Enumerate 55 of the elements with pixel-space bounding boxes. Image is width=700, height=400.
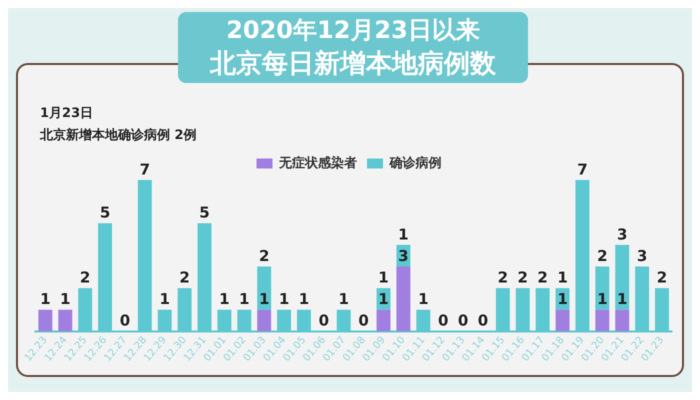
data-label: 2: [179, 268, 190, 286]
data-label: 1: [557, 290, 568, 308]
bar: [376, 310, 390, 332]
data-label: 1: [338, 290, 349, 308]
data-label: 2: [498, 268, 508, 286]
data-label: 1: [616, 290, 628, 308]
data-label: 2: [656, 268, 668, 286]
data-label: 0: [358, 312, 369, 330]
data-label: 1: [258, 290, 270, 308]
data-label: 2: [258, 246, 270, 265]
chart-title: 2020年12月23日以来: [225, 15, 481, 46]
data-label: 1: [418, 290, 429, 308]
text: 1月23日: [40, 105, 94, 123]
bar: [396, 266, 410, 332]
data-label: 1: [159, 290, 170, 308]
bar: [556, 310, 570, 332]
data-label: 7: [140, 160, 150, 178]
data-label: 1: [597, 290, 608, 308]
data-label: 0: [318, 312, 330, 330]
data-label: 1: [557, 268, 568, 286]
data-label: 1: [239, 290, 250, 308]
data-label: 0: [438, 312, 448, 330]
data-label: 1: [219, 290, 230, 308]
legend-label: 无症状感染者: [278, 154, 357, 171]
data-label: 5: [199, 204, 210, 222]
bar: [595, 266, 610, 310]
data-label: 3: [636, 246, 648, 265]
chart-subtitle: 北京每日新增本地病例数: [208, 48, 497, 81]
bar: [257, 266, 272, 310]
bar: [38, 310, 52, 332]
data-label: 1: [60, 290, 70, 308]
data-label: 3: [616, 225, 628, 244]
data-label: 2: [80, 268, 90, 286]
data-label: 2: [537, 268, 548, 286]
text: 北京新增本地确诊病例 2例: [40, 126, 197, 145]
bar: [257, 310, 272, 332]
data-label: 7: [577, 160, 588, 178]
data-label: 0: [458, 312, 468, 330]
bar: [615, 310, 630, 332]
bar: [615, 244, 630, 310]
data-label: 1: [378, 290, 389, 308]
data-label: 3: [398, 246, 409, 265]
bar: [58, 310, 72, 332]
data-label: 0: [120, 312, 130, 330]
data-label: 2: [597, 246, 608, 265]
data-label: 1: [378, 268, 389, 286]
data-label: 1: [40, 290, 51, 308]
data-label: 0: [478, 312, 488, 330]
data-label: 1: [398, 225, 409, 244]
data-label: 1: [298, 290, 310, 308]
bar: [595, 310, 610, 332]
data-label: 1: [278, 290, 290, 308]
legend-label: 确诊病例: [388, 154, 442, 171]
data-label: 5: [100, 204, 110, 222]
data-label: 2: [518, 268, 528, 286]
